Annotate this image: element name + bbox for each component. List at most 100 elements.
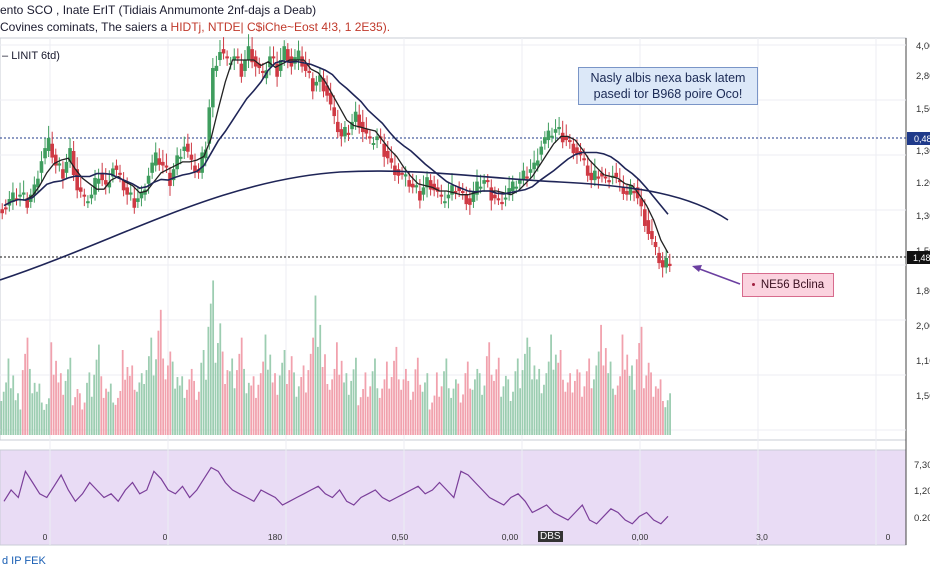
candle-body: [646, 220, 651, 234]
candle-body: [225, 56, 229, 59]
volume-bar: [69, 357, 72, 435]
candle-body: [243, 60, 247, 71]
candle-body: [571, 143, 576, 154]
candle-body: [667, 263, 672, 266]
volume-bar: [171, 361, 174, 435]
candle-body: [78, 187, 83, 192]
candle-body: [607, 180, 611, 183]
annotation-note[interactable]: Nasly albis nexa bask latem pasedi tor B…: [578, 67, 758, 105]
symbol-label: – LINIT 6td): [2, 50, 60, 62]
volume-bar: [93, 374, 96, 435]
candle-body: [203, 149, 208, 159]
volume-bar: [50, 342, 53, 435]
candle-body: [493, 194, 497, 199]
volume-bar: [509, 401, 512, 435]
candle-body: [353, 111, 358, 122]
candle-body: [250, 49, 254, 63]
volume-bar: [38, 383, 41, 435]
candle-body: [496, 198, 501, 201]
annotation-arrowhead: [692, 265, 702, 272]
candle-body: [439, 194, 444, 197]
osc-axis-label: 1,20: [914, 486, 930, 497]
candle-body: [50, 143, 54, 158]
volume-bar: [169, 351, 172, 435]
volume-bar: [626, 354, 629, 435]
candle-body: [111, 168, 115, 177]
candle-body: [503, 197, 508, 200]
candle-body: [464, 194, 469, 205]
candle-body: [93, 177, 97, 195]
candle-body: [21, 192, 26, 195]
volume-bar: [581, 396, 583, 435]
candle-body: [214, 65, 219, 71]
volume-bar: [407, 380, 410, 435]
volume-bar: [128, 375, 131, 435]
volume-bar: [474, 379, 476, 435]
volume-bar: [469, 388, 472, 435]
osc-axis-label: 7,30: [914, 460, 930, 471]
candle-body: [157, 158, 162, 165]
volume-bar: [414, 369, 417, 435]
volume-bar: [136, 391, 138, 435]
volume-bar: [623, 369, 626, 435]
candle-body: [146, 175, 151, 184]
volume-bar: [295, 396, 298, 435]
candle-body: [25, 198, 30, 208]
candle-body: [535, 160, 540, 166]
candle-body: [118, 172, 122, 175]
volume-bar: [112, 402, 115, 435]
candle-body: [428, 180, 433, 190]
candle-body: [568, 140, 572, 143]
candle-body: [414, 185, 419, 188]
volume-bar: [83, 402, 86, 435]
candle-body: [171, 169, 176, 181]
price-axis-label: 2,80: [916, 71, 930, 82]
volume-bar: [395, 346, 398, 435]
candle-body: [482, 180, 486, 184]
volume-bar: [12, 375, 15, 435]
candle-body: [3, 207, 8, 210]
volume-bar: [262, 361, 265, 435]
volume-bar: [297, 386, 300, 435]
candle-body: [335, 121, 340, 133]
volume-bar: [531, 379, 533, 435]
volume-bar: [28, 368, 31, 435]
annotation-tag[interactable]: NE56 Bclina: [742, 273, 834, 297]
volume-bar: [557, 362, 560, 435]
volume-bar: [385, 361, 388, 435]
footer-label: d IP FEK: [2, 555, 46, 567]
volume-bar: [435, 372, 438, 435]
volume-bar: [67, 369, 69, 435]
candle-body: [532, 162, 536, 170]
volume-bar: [88, 372, 91, 435]
volume-bar: [221, 351, 224, 435]
candle-body: [89, 194, 94, 199]
volume-bar: [597, 351, 600, 435]
volume-bar: [114, 404, 117, 435]
candle-body: [471, 191, 476, 202]
volume-bar: [2, 391, 5, 435]
volume-bar: [362, 389, 364, 435]
volume-bar: [43, 409, 46, 435]
volume-bar: [419, 384, 422, 435]
volume-bar: [207, 326, 210, 435]
candle-body: [364, 129, 369, 134]
volume-bar: [176, 377, 179, 435]
volume-bar: [152, 375, 155, 435]
price-marker-black: [907, 251, 930, 264]
volume-bar: [347, 394, 350, 435]
candle-body: [257, 63, 262, 69]
candle-body: [525, 176, 529, 179]
volume-bar: [654, 386, 657, 435]
volume-bar: [245, 393, 248, 435]
volume-bar: [476, 368, 479, 435]
candle-body: [432, 183, 436, 191]
candle-body: [468, 198, 472, 205]
volume-bar: [155, 359, 157, 435]
volume-bar: [219, 323, 222, 435]
volume-bar: [585, 371, 588, 435]
volume-bar: [217, 343, 219, 435]
volume-bar: [424, 382, 426, 435]
volume-bar: [55, 360, 57, 435]
